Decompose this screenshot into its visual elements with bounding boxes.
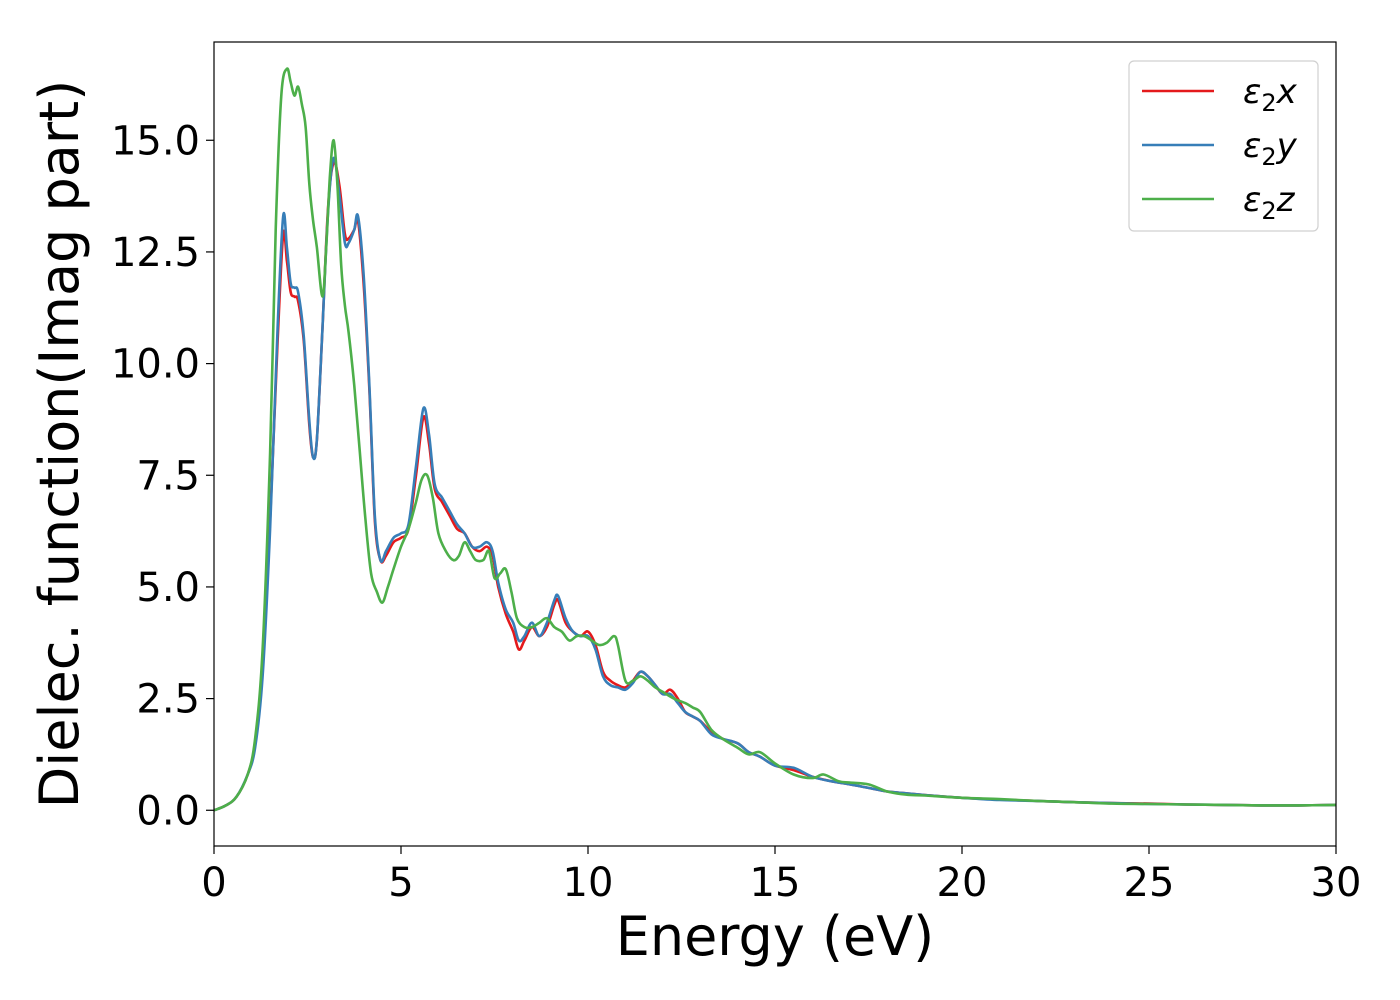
y-tick-label: 10.0 bbox=[111, 342, 200, 388]
x-axis-label: Energy (eV) bbox=[616, 905, 935, 968]
series-layer bbox=[214, 67, 1336, 812]
legend: ε2x ε2y ε2z bbox=[1128, 60, 1319, 232]
y-tick-label: 12.5 bbox=[111, 230, 200, 276]
legend-label-y: ε2y bbox=[1243, 126, 1298, 171]
x-tick-label: 25 bbox=[1124, 860, 1175, 906]
x-tick-label: 10 bbox=[563, 860, 614, 906]
legend-label-x: ε2x bbox=[1243, 72, 1298, 117]
y-tick-label: 0.0 bbox=[136, 788, 200, 834]
x-tick-label: 15 bbox=[750, 860, 801, 906]
series-line-y bbox=[214, 156, 1336, 812]
y-tick-label: 2.5 bbox=[136, 677, 200, 723]
x-tick-label: 5 bbox=[388, 860, 413, 906]
series-line-x bbox=[214, 160, 1336, 812]
y-tick-label: 5.0 bbox=[136, 565, 200, 611]
x-tick-label: 30 bbox=[1311, 860, 1362, 906]
x-tick-label: 0 bbox=[201, 860, 226, 906]
legend-label-z: ε2z bbox=[1243, 180, 1296, 225]
ticks-layer: 0 5 10 15 20 25 30 0.0 2.5 5.0 7.5 10.0 12.5 15.0 bbox=[111, 118, 1362, 906]
y-tick-label: 7.5 bbox=[136, 453, 200, 499]
legend-box bbox=[1128, 60, 1319, 232]
y-axis-label: Dielec. function(Imag part) bbox=[28, 80, 91, 809]
y-tick-label: 15.0 bbox=[111, 118, 200, 164]
series-line-z bbox=[214, 67, 1336, 812]
x-tick-label: 20 bbox=[937, 860, 988, 906]
